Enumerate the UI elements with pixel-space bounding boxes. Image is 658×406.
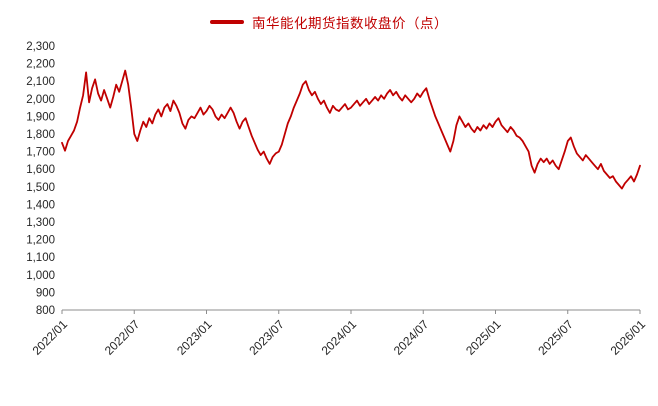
series-line (61, 69, 641, 190)
y-axis-tick-label: 1,000 (26, 270, 55, 282)
x-axis-tick-label: 2023/01 (174, 317, 215, 358)
y-axis-tick-label: 1,900 (26, 111, 55, 123)
x-axis-tick-label: 2024/01 (319, 317, 360, 358)
x-axis-tick-label: 2023/07 (246, 317, 287, 358)
y-axis-tick-label: 1,700 (26, 147, 55, 159)
x-axis-tick-label: 2024/07 (391, 317, 432, 358)
y-axis-tick-label: 2,200 (26, 59, 55, 71)
legend-label: 南华能化期货指数收盘价（点） (252, 16, 448, 31)
x-axis-tick-label: 2022/01 (30, 317, 71, 358)
chart-legend: 南华能化期货指数收盘价（点） (0, 12, 658, 32)
y-axis-tick-label: 1,100 (26, 252, 55, 264)
x-axis-tick-label: 2022/07 (102, 317, 143, 358)
legend-line-marker (210, 20, 244, 24)
x-axis-tick-label: 2025/07 (535, 317, 576, 358)
y-axis-tick-label: 800 (36, 305, 55, 317)
y-axis-tick-label: 2,100 (26, 76, 55, 88)
y-axis-tick-label: 900 (36, 287, 55, 299)
x-axis-tick-label: 2026/01 (608, 317, 649, 358)
y-axis-tick-label: 2,300 (26, 41, 55, 53)
y-axis-tick-label: 1,300 (26, 217, 55, 229)
y-axis-tick-label: 1,500 (26, 182, 55, 194)
y-axis-tick-label: 1,600 (26, 164, 55, 176)
y-axis-tick-label: 1,200 (26, 235, 55, 247)
x-axis-tick-label: 2025/01 (463, 317, 504, 358)
y-axis-tick-label: 1,800 (26, 129, 55, 141)
y-axis-tick-label: 1,400 (26, 199, 55, 211)
y-axis-tick-label: 2,000 (26, 94, 55, 106)
